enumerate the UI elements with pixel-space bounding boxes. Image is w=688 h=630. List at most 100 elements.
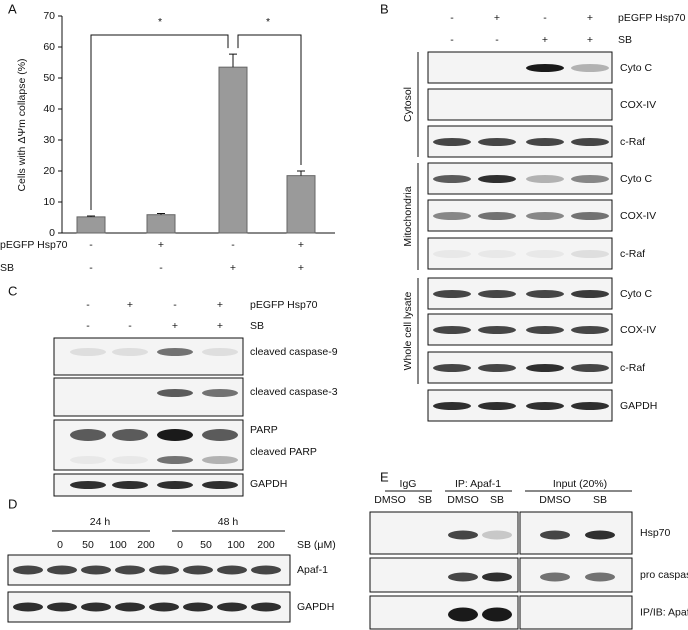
band: [571, 364, 609, 372]
label: Cyto C: [620, 173, 653, 185]
band: [571, 138, 609, 146]
label: SB: [490, 494, 504, 506]
band: [526, 175, 564, 183]
band: [478, 175, 516, 183]
band: [81, 565, 111, 575]
band: [115, 602, 145, 612]
panel-label: C: [8, 283, 17, 298]
label: SB: [593, 494, 607, 506]
label: pro caspase-9: [640, 569, 688, 581]
label: SB: [0, 262, 14, 274]
group-label: Mitochondria: [402, 186, 414, 246]
band: [448, 530, 478, 540]
label: -: [86, 299, 90, 311]
band: [571, 64, 609, 72]
bar: [286, 175, 316, 234]
blot-box: [53, 337, 244, 376]
blot-box: [519, 557, 633, 593]
blot-box: [427, 51, 613, 84]
label: SB: [618, 34, 632, 46]
band: [478, 212, 516, 220]
label: -: [89, 239, 93, 251]
label: +: [158, 239, 164, 251]
label: GAPDH: [297, 601, 334, 613]
band: [202, 348, 238, 356]
panel-label: E: [380, 469, 389, 484]
band: [482, 607, 512, 622]
label: *: [266, 16, 270, 28]
label: GAPDH: [250, 478, 287, 490]
label: GAPDH: [620, 400, 657, 412]
label: +: [587, 34, 593, 46]
label: 200: [257, 539, 275, 551]
band: [433, 250, 471, 258]
blot-box: [53, 419, 244, 471]
band: [526, 326, 564, 334]
label: c-Raf: [620, 362, 645, 374]
label: 100: [227, 539, 245, 551]
label: +: [298, 262, 304, 274]
band: [478, 326, 516, 334]
band: [526, 402, 564, 410]
label: COX-IV: [620, 210, 656, 222]
label: IgG: [400, 478, 417, 490]
bar: [218, 66, 248, 234]
band: [157, 456, 193, 464]
label: DMSO: [447, 494, 479, 506]
label: SB (μM): [297, 539, 336, 551]
band: [157, 481, 193, 489]
band: [433, 402, 471, 410]
band: [571, 250, 609, 258]
y-tick-label: 0: [49, 227, 55, 239]
y-tick-label: 30: [43, 134, 55, 146]
panel-label: A: [8, 1, 17, 16]
band: [149, 565, 179, 575]
label: cleaved caspase-3: [250, 386, 338, 398]
band: [47, 602, 77, 612]
blot-box: [427, 237, 613, 270]
label: Input (20%): [553, 478, 607, 490]
band: [585, 572, 615, 582]
error-bar: [87, 215, 95, 217]
band: [70, 348, 106, 356]
y-tick-label: 60: [43, 41, 55, 53]
label: pEGFP Hsp70: [618, 12, 686, 24]
y-tick-label: 40: [43, 103, 55, 115]
error-bar: [157, 212, 165, 215]
band: [526, 364, 564, 372]
label: +: [587, 12, 593, 24]
label: c-Raf: [620, 136, 645, 148]
band: [251, 565, 281, 575]
band: [183, 602, 213, 612]
label: Hsp70: [640, 527, 671, 539]
label: Cyto C: [620, 62, 653, 74]
label: pEGFP Hsp70: [0, 239, 68, 251]
band: [183, 565, 213, 575]
band: [526, 64, 564, 72]
label: PARP: [250, 424, 278, 436]
band: [526, 212, 564, 220]
label: IP: Apaf-1: [455, 478, 501, 490]
band: [157, 348, 193, 356]
band: [112, 456, 148, 464]
band: [571, 326, 609, 334]
label: SB: [250, 320, 264, 332]
label: 0: [177, 539, 183, 551]
blot-box: [53, 473, 244, 497]
band: [571, 212, 609, 220]
band: [251, 602, 281, 612]
label: 100: [109, 539, 127, 551]
label: -: [173, 299, 177, 311]
bar: [76, 216, 106, 234]
label: IP/IB: Apaf-1: [640, 606, 688, 618]
band: [571, 175, 609, 183]
band: [526, 290, 564, 298]
bracket: [237, 34, 302, 165]
band: [482, 530, 512, 540]
error-bar: [297, 170, 305, 176]
band: [478, 402, 516, 410]
label: -: [159, 262, 163, 274]
label: 24 h: [90, 516, 111, 528]
band: [112, 481, 148, 489]
label: Cyto C: [620, 288, 653, 300]
